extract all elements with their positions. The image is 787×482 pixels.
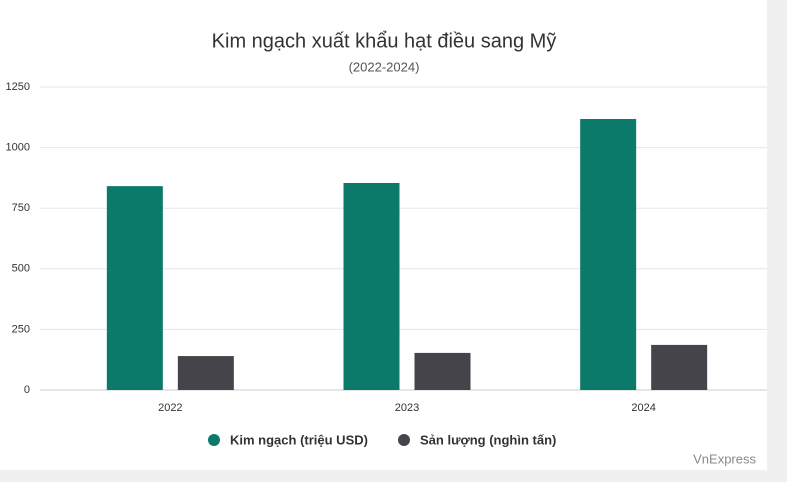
bar [414,352,471,390]
y-tick-label: 0 [24,384,30,396]
bar [651,344,708,390]
y-tick-label: 500 [12,263,30,275]
legend-label: Sản lượng (nghìn tấn) [420,432,556,447]
y-tick-label: 250 [12,323,30,335]
chart-subtitle: (2022-2024) [349,59,420,74]
chart-title: Kim ngạch xuất khẩu hạt điều sang Mỹ [212,30,557,52]
legend-label: Kim ngạch (triệu USD) [230,432,368,447]
y-tick-label: 1250 [6,81,30,93]
watermark: VnExpress [693,451,756,466]
bar [343,182,400,390]
x-tick-label: 2022 [158,402,182,414]
legend-marker [208,434,220,446]
bar [106,186,163,390]
y-tick-label: 750 [12,202,30,214]
bar [177,356,234,390]
bar [580,118,637,391]
x-tick-label: 2023 [395,402,419,414]
x-tick-label: 2024 [631,402,655,414]
legend-marker [398,434,410,446]
y-tick-label: 1000 [6,142,30,154]
